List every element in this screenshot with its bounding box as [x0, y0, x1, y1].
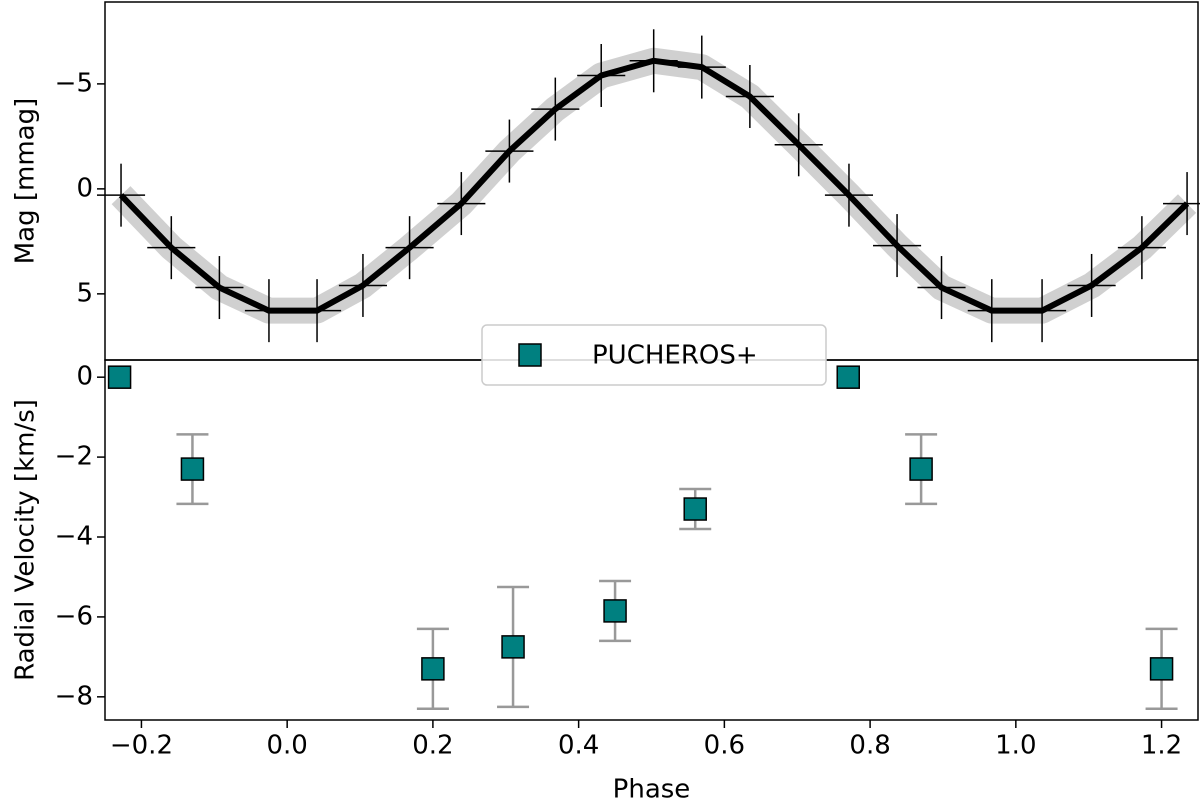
x-tick-label: −0.2 — [110, 731, 173, 761]
x-tick-label: 0.2 — [412, 731, 453, 761]
y-tick-label: 0 — [76, 362, 93, 392]
y-tick-label: −2 — [55, 442, 93, 472]
rv-point — [180, 457, 205, 481]
y-axis-label: Radial Velocity [km/s] — [11, 399, 41, 681]
rv-point — [603, 599, 627, 623]
rv-point — [836, 365, 860, 389]
x-axis-label: Phase — [613, 775, 691, 805]
rv-point — [1149, 657, 1174, 681]
rv-point — [683, 497, 707, 521]
y-tick-label: 5 — [76, 278, 93, 308]
rv-point — [421, 657, 445, 681]
y-tick-label: −4 — [55, 522, 93, 552]
model-line — [118, 57, 1190, 314]
scatter-band — [111, 47, 1197, 324]
y-axis-label: Mag [mmag] — [11, 98, 41, 265]
y-tick-label: −5 — [55, 68, 93, 98]
x-tick-label: 0.4 — [558, 731, 599, 761]
y-tick-label: −8 — [55, 681, 93, 711]
x-tick-label: 1.2 — [1141, 731, 1182, 761]
legend-box — [481, 324, 827, 386]
rv-point — [909, 457, 933, 481]
y-tick-label: −6 — [55, 601, 93, 631]
x-tick-label: 1.0 — [995, 731, 1036, 761]
rv-point — [107, 365, 132, 389]
rv-point — [501, 635, 525, 659]
plot-frame — [104, 359, 1199, 721]
y-tick-label: 0 — [76, 173, 93, 203]
x-tick-label: 0.0 — [266, 731, 307, 761]
x-tick-label: 0.6 — [704, 731, 745, 761]
legend-swatch — [518, 343, 542, 367]
x-tick-label: 0.8 — [849, 731, 890, 761]
legend-label: PUCHEROS+ — [592, 341, 758, 371]
